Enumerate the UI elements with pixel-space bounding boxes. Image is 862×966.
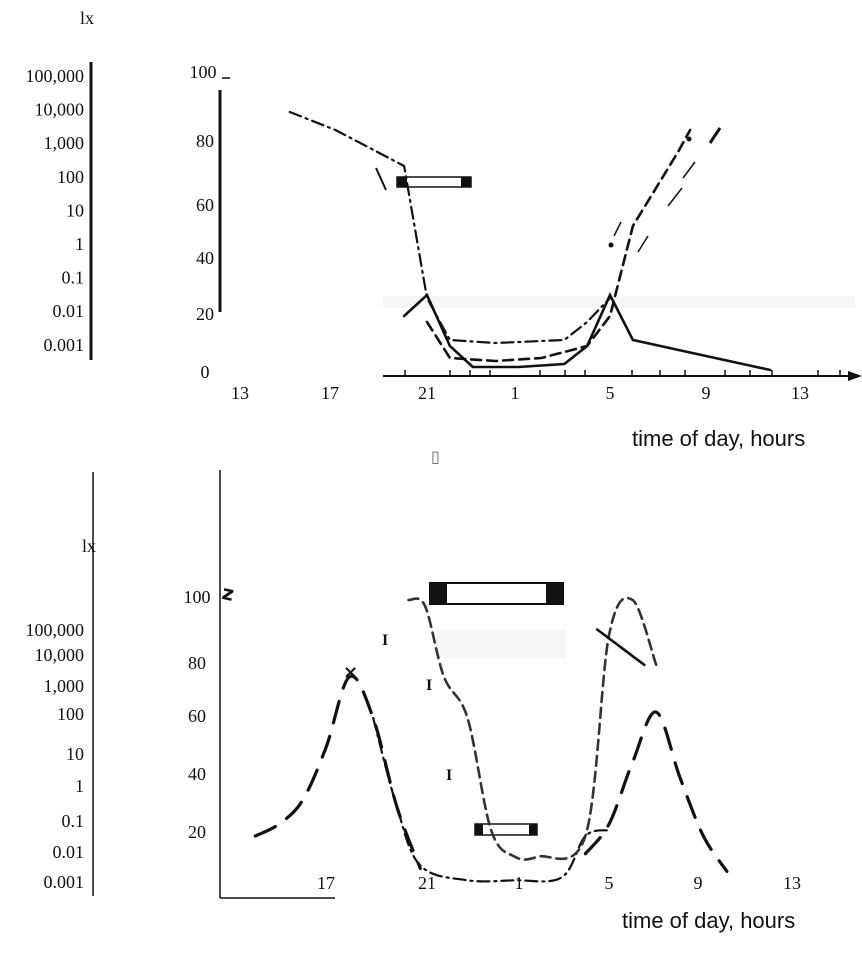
lower-series-line-solid xyxy=(595,628,646,667)
lower-lux-tick-label: 0.1 xyxy=(62,811,85,831)
lower-light-bar-right-cap xyxy=(546,583,563,604)
upper-x-axis-arrow xyxy=(848,371,862,381)
lower-y-tick-label: 20 xyxy=(188,822,206,842)
upper-x-tick-label: 17 xyxy=(321,383,339,403)
lower-panel: lx 100,00010,0001,0001001010.10.010.001 … xyxy=(26,470,801,933)
lower-lux-ticks: 100,000 10,000 1,000 100 10 1 0.1 0.01 0.001 xyxy=(26,620,85,892)
upper-lux-tick-label: 10,000 xyxy=(35,100,85,120)
lower-y-tick-label: 40 xyxy=(188,764,206,784)
lower-small-bar-right-cap xyxy=(529,824,537,835)
upper-y-ticks: 100 80 60 40 20 0 xyxy=(190,62,217,382)
lower-lux-tick-label: 100,000 xyxy=(26,620,85,640)
lower-lux-tick-label: 100 xyxy=(57,704,84,724)
upper-x-minor-ticks xyxy=(404,370,841,376)
lower-light-bar-large xyxy=(429,582,564,605)
upper-y-tick-label: 80 xyxy=(196,131,214,151)
lower-x-tick-label: 9 xyxy=(694,873,703,893)
upper-x-axis-label: time of day, hours xyxy=(632,426,805,451)
upper-lux-tick-label: 100,000 xyxy=(26,66,85,86)
lower-marker-i: I xyxy=(426,677,432,694)
lower-x-tick-label: 5 xyxy=(605,873,614,893)
upper-series xyxy=(288,110,772,372)
upper-lux-ticks: 100,000 10,000 1,000 100 10 1 0.1 0.01 0.001 xyxy=(26,66,85,355)
upper-dash-fragment xyxy=(613,221,622,237)
lower-light-bar-left-cap xyxy=(430,583,447,604)
lower-lux-tick-label: 1 xyxy=(75,776,84,796)
upper-x-tick-label: 9 xyxy=(702,383,711,403)
lower-x-tick-label: 13 xyxy=(783,873,801,893)
upper-y-tick-label: 40 xyxy=(196,248,214,268)
upper-y-tick-label: 100 xyxy=(190,62,217,82)
upper-dash-fragment xyxy=(637,235,649,253)
lower-lux-unit: lx xyxy=(82,536,96,556)
upper-lux-tick-label: 0.01 xyxy=(53,301,85,321)
upper-x-tick-label: 21 xyxy=(418,383,436,403)
lower-small-bar-frame xyxy=(474,823,538,836)
upper-light-bar-left-cap xyxy=(397,177,407,187)
lower-series-line-long-dash xyxy=(253,674,422,871)
lower-marker-i: I xyxy=(382,632,388,649)
upper-x-tick-label: 13 xyxy=(791,383,809,403)
upper-lux-tick-label: 0.001 xyxy=(44,335,85,355)
upper-plot-band xyxy=(383,296,855,308)
lower-series-line-dashed xyxy=(407,596,658,861)
upper-x-tick-label: 5 xyxy=(606,383,615,403)
upper-y-tick-label: 20 xyxy=(196,304,214,324)
lower-y-tick-label: 80 xyxy=(188,653,206,673)
lower-lux-tick-label: 0.001 xyxy=(44,872,85,892)
lower-series-line-long-dash xyxy=(583,710,729,873)
lower-x-axis-label: time of day, hours xyxy=(622,908,795,933)
upper-light-bar xyxy=(396,176,472,188)
panel-divider-glyph: ▯ xyxy=(431,447,440,466)
lower-x-tick-label: 1 xyxy=(515,873,524,893)
lower-y-tick-label: 60 xyxy=(188,706,206,726)
upper-dash-fragment xyxy=(682,161,696,179)
upper-x-tick-label: 1 xyxy=(511,383,520,403)
lower-lux-tick-label: 10,000 xyxy=(35,645,85,665)
lower-light-bar-small xyxy=(474,823,538,836)
upper-y-tick-label: 60 xyxy=(196,195,214,215)
lower-plot-band xyxy=(436,630,566,658)
upper-x-tick-label: 13 xyxy=(231,383,249,403)
lower-corner-mark: z xyxy=(220,580,236,606)
lower-series: × xyxy=(253,596,729,883)
lower-x-tick-label: 21 xyxy=(418,873,436,893)
upper-lux-tick-label: 0.1 xyxy=(62,268,85,288)
upper-dash-fragment xyxy=(708,127,722,144)
upper-data-dot xyxy=(686,136,692,142)
upper-series-line-dashed xyxy=(425,128,692,363)
upper-data-dot xyxy=(608,242,614,248)
upper-lux-tick-label: 1,000 xyxy=(44,133,85,153)
upper-lux-tick-label: 100 xyxy=(57,167,84,187)
lower-series-line-dash-dot xyxy=(372,716,611,883)
lower-x-ticks: 17 21 1 5 9 13 xyxy=(317,873,801,893)
upper-series-line-dash-dot xyxy=(288,110,612,345)
upper-series-line-solid xyxy=(402,291,772,372)
upper-x-ticks: 13 17 21 1 5 9 13 xyxy=(231,383,809,403)
lower-lux-tick-label: 1,000 xyxy=(44,676,85,696)
upper-lux-tick-label: 10 xyxy=(66,200,84,220)
upper-lux-tick-label: 1 xyxy=(75,234,84,254)
lower-lux-tick-label: 0.01 xyxy=(53,842,85,862)
upper-light-bar-right-cap xyxy=(461,177,471,187)
upper-dash-fragment xyxy=(667,187,683,207)
upper-panel: lx 100,00010,0001,0001001010.10.010.001 … xyxy=(26,8,862,451)
upper-y-tick-label: 0 xyxy=(201,362,210,382)
lower-light-bar-frame xyxy=(429,582,564,605)
lower-x-tick-label: 17 xyxy=(317,873,335,893)
lower-peak-marker: × xyxy=(343,662,358,683)
lower-lux-tick-label: 10 xyxy=(66,744,84,764)
upper-dash-fragment xyxy=(375,167,387,191)
lower-marker-i: I xyxy=(446,767,452,784)
upper-lux-unit: lx xyxy=(80,8,94,28)
lower-y-tick-label: 100 xyxy=(184,587,211,607)
lower-y-ticks: 100 80 60 40 20 xyxy=(184,587,211,842)
lower-small-bar-left-cap xyxy=(475,824,483,835)
